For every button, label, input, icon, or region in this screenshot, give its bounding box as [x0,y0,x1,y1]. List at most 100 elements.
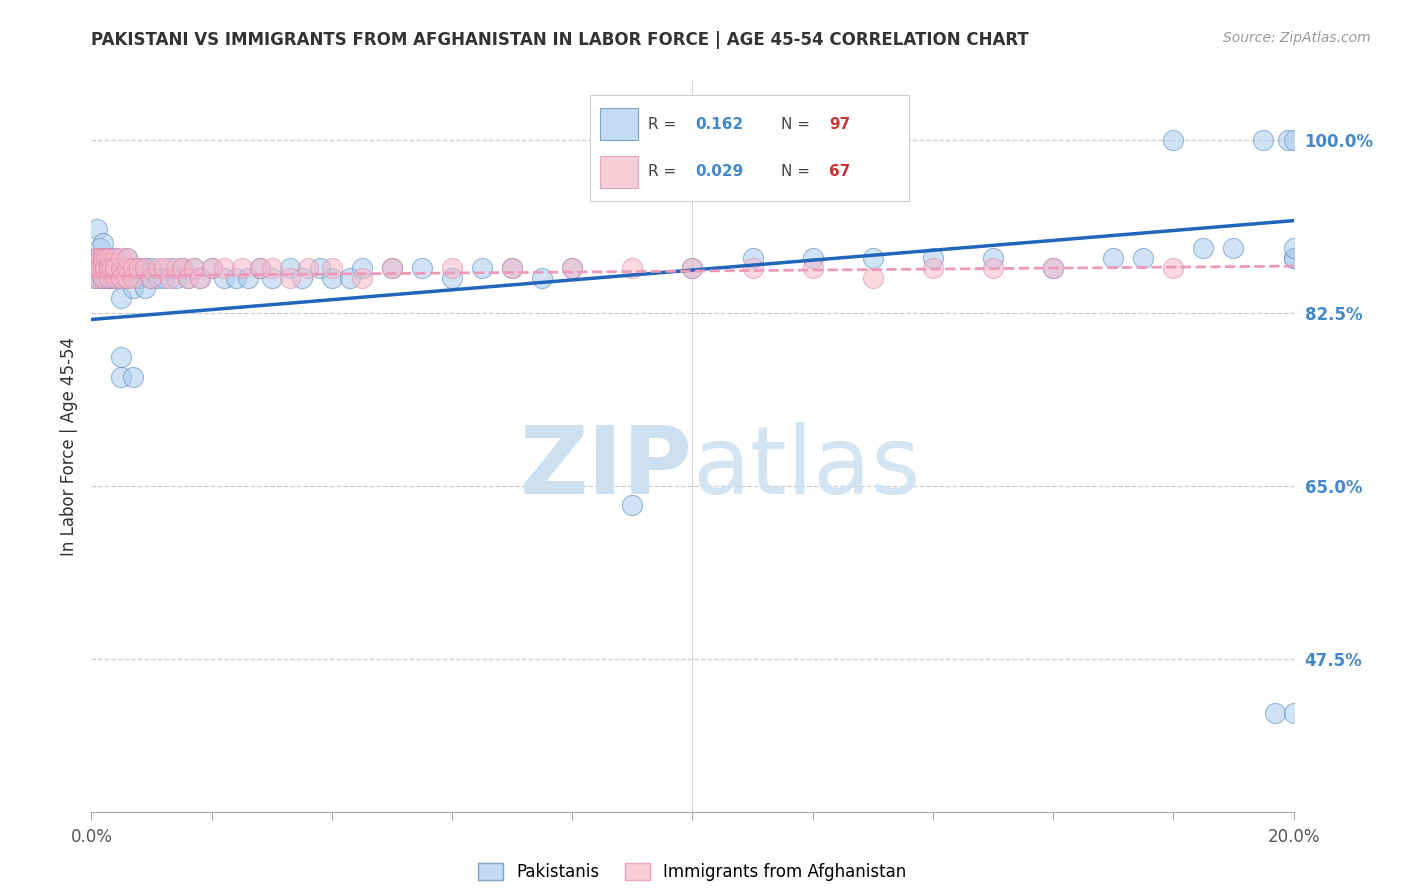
Point [122,369,145,384]
Point [87,271,110,285]
Point [141,261,163,276]
Point [87,261,110,276]
Point [117,251,139,265]
Point [1282,132,1305,146]
Point [104,261,127,276]
Point [110,350,132,364]
Point [104,271,127,285]
Point [128,261,150,276]
Point [440,261,463,276]
Point [104,251,127,265]
Point [98,261,121,276]
Text: ZIP: ZIP [520,422,692,514]
Point [104,271,127,285]
Point [89,241,111,255]
Point [260,261,283,276]
Point [350,271,373,285]
Text: atlas: atlas [692,422,921,514]
Point [278,261,301,276]
Point [1264,706,1286,720]
Point [141,271,163,285]
Point [93,251,115,265]
Point [159,271,181,285]
Point [741,261,763,276]
Point [165,261,187,276]
Point [501,261,523,276]
Point [1042,261,1064,276]
Point [1161,261,1184,276]
Point [86,251,108,265]
Point [117,271,139,285]
Point [86,271,108,285]
Point [93,271,115,285]
Point [146,271,169,285]
Point [291,271,314,285]
Point [440,271,463,285]
Point [98,261,121,276]
Point [98,271,121,285]
Point [93,236,115,251]
Point [501,261,523,276]
Point [110,271,132,285]
Point [93,261,115,276]
Point [122,261,145,276]
Point [93,261,115,276]
Point [922,261,945,276]
Point [212,261,235,276]
Point [93,251,115,265]
Point [152,271,174,285]
Point [321,271,343,285]
Point [93,261,115,276]
Point [1282,251,1305,265]
Point [117,261,139,276]
Point [981,251,1004,265]
Point [98,251,121,265]
Point [117,261,139,276]
Point [278,271,301,285]
Point [1282,241,1305,255]
Point [183,261,205,276]
Point [922,251,945,265]
Point [98,256,121,270]
Point [86,256,108,270]
Point [141,271,163,285]
Point [89,256,111,270]
Point [110,261,132,276]
Point [188,271,211,285]
Point [152,261,174,276]
Point [104,261,127,276]
Point [134,261,156,276]
Point [165,271,187,285]
Point [170,261,193,276]
Point [128,271,150,285]
Point [188,271,211,285]
Point [176,271,198,285]
Y-axis label: In Labor Force | Age 45-54: In Labor Force | Age 45-54 [59,336,77,556]
Point [321,261,343,276]
Point [1282,251,1305,265]
Point [98,251,121,265]
Point [1102,251,1125,265]
Text: PAKISTANI VS IMMIGRANTS FROM AFGHANISTAN IN LABOR FORCE | AGE 45-54 CORRELATION : PAKISTANI VS IMMIGRANTS FROM AFGHANISTAN… [91,31,1029,49]
Point [1253,132,1275,146]
Point [134,281,156,295]
Point [176,271,198,285]
Point [531,271,554,285]
Point [110,271,132,285]
Point [96,261,118,276]
Point [93,261,115,276]
Point [801,251,824,265]
Point [1192,241,1215,255]
Point [110,291,132,305]
Point [862,251,884,265]
Point [98,261,121,276]
Point [561,261,583,276]
Point [93,256,115,270]
Point [471,261,494,276]
Point [201,261,224,276]
Point [159,261,181,276]
Point [225,271,247,285]
Point [231,261,253,276]
Point [1277,132,1299,146]
Point [107,271,129,285]
